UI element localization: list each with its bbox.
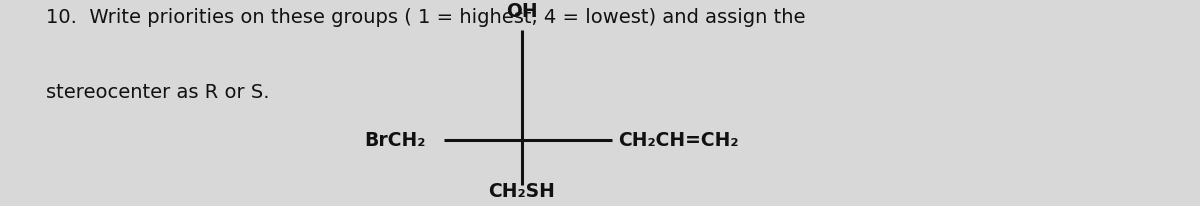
Text: CH₂CH=CH₂: CH₂CH=CH₂	[618, 131, 738, 150]
Text: BrCH₂: BrCH₂	[365, 131, 426, 150]
Text: 10.  Write priorities on these groups ( 1 = highest, 4 = lowest) and assign the: 10. Write priorities on these groups ( 1…	[46, 8, 805, 27]
Text: stereocenter as R or S.: stereocenter as R or S.	[46, 82, 269, 101]
Text: OH: OH	[506, 2, 538, 21]
Text: CH₂SH: CH₂SH	[488, 181, 556, 200]
